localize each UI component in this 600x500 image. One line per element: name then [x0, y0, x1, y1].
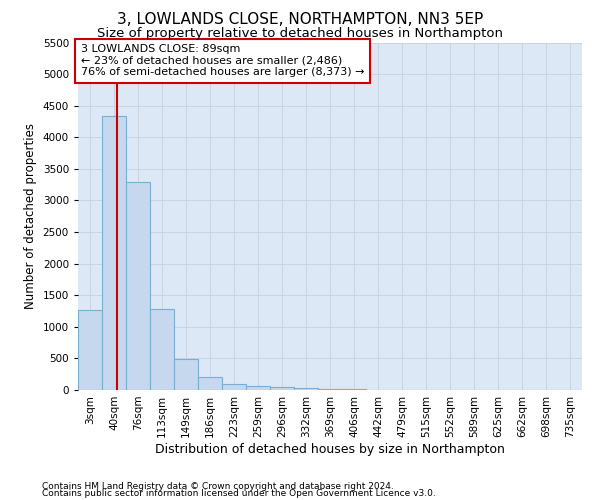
- Text: 3, LOWLANDS CLOSE, NORTHAMPTON, NN3 5EP: 3, LOWLANDS CLOSE, NORTHAMPTON, NN3 5EP: [117, 12, 483, 28]
- X-axis label: Distribution of detached houses by size in Northampton: Distribution of detached houses by size …: [155, 442, 505, 456]
- Bar: [342, 389, 366, 390]
- Bar: [150, 309, 174, 390]
- Text: Size of property relative to detached houses in Northampton: Size of property relative to detached ho…: [97, 28, 503, 40]
- Text: Contains public sector information licensed under the Open Government Licence v3: Contains public sector information licen…: [42, 489, 436, 498]
- Bar: [174, 359, 198, 390]
- Text: Contains HM Land Registry data © Crown copyright and database right 2024.: Contains HM Land Registry data © Crown c…: [42, 482, 394, 491]
- Bar: [294, 388, 318, 390]
- Bar: [78, 310, 102, 390]
- Bar: [126, 182, 150, 390]
- Text: 3 LOWLANDS CLOSE: 89sqm
← 23% of detached houses are smaller (2,486)
76% of semi: 3 LOWLANDS CLOSE: 89sqm ← 23% of detache…: [80, 44, 364, 78]
- Bar: [198, 376, 222, 390]
- Bar: [270, 386, 294, 390]
- Y-axis label: Number of detached properties: Number of detached properties: [24, 123, 37, 309]
- Bar: [318, 388, 342, 390]
- Bar: [246, 386, 270, 390]
- Bar: [222, 384, 246, 390]
- Bar: [102, 116, 126, 390]
